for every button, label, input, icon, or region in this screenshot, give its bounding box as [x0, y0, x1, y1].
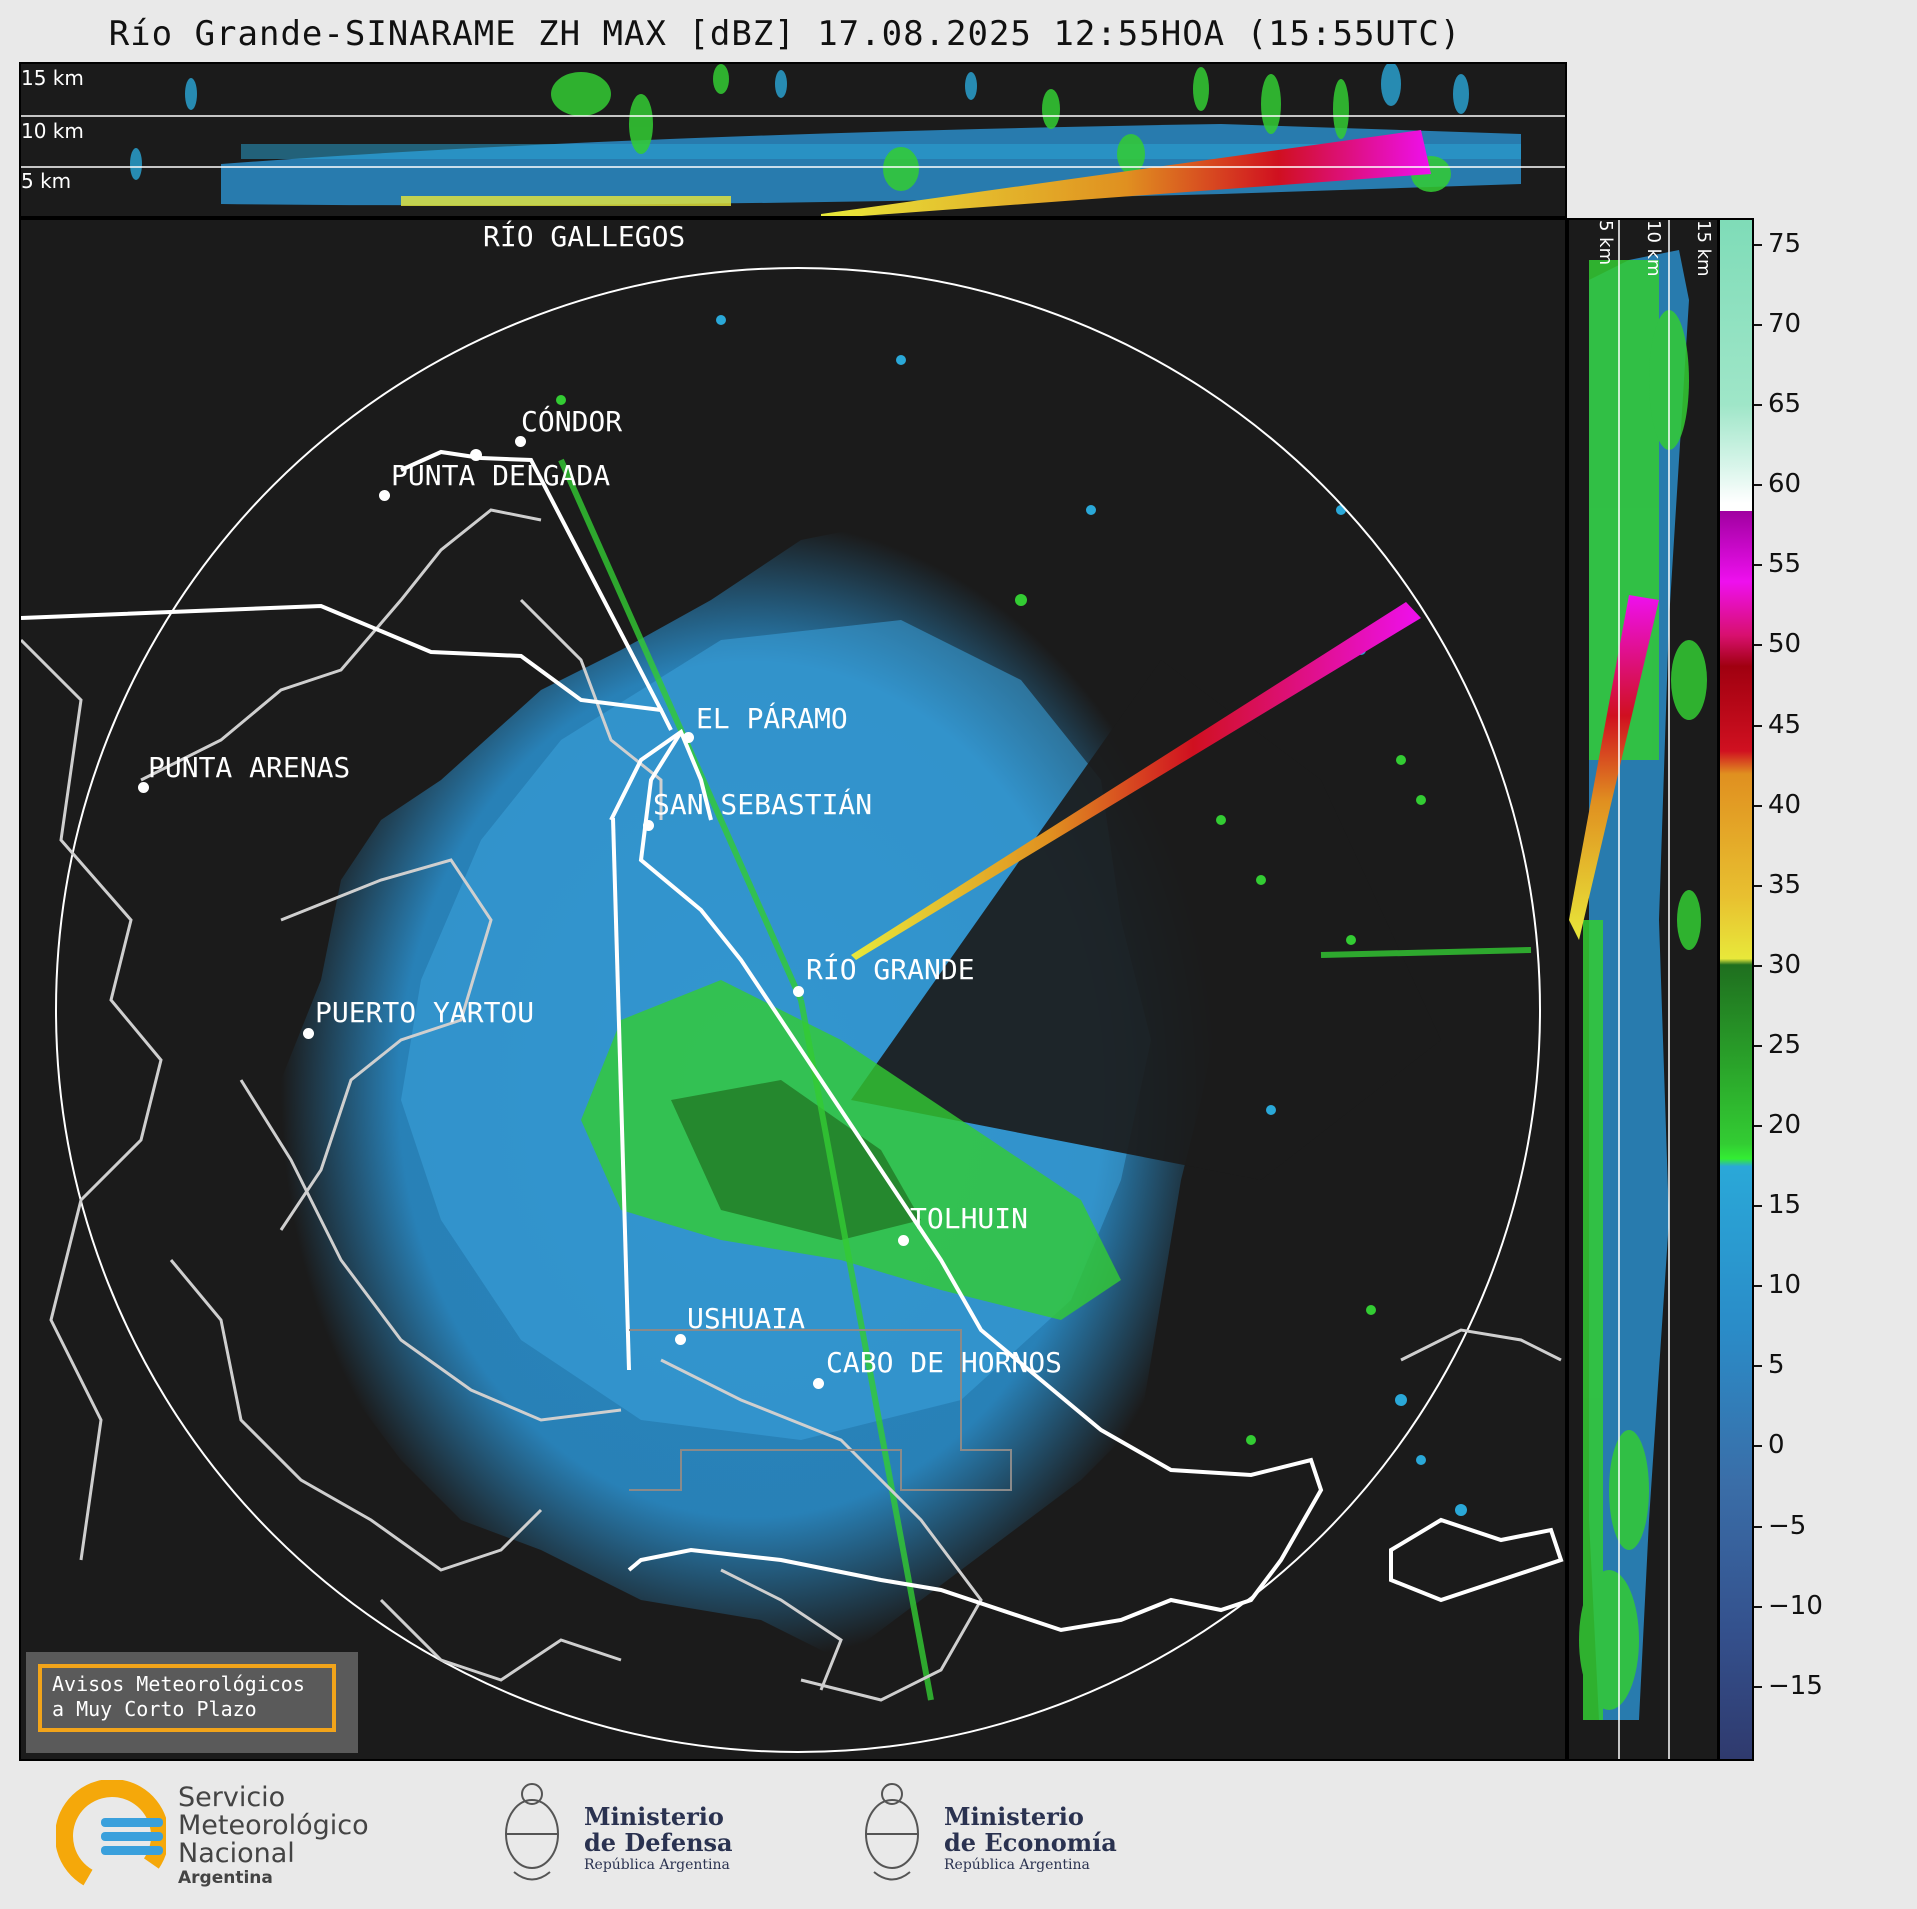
radar-map-svg	[21, 267, 1564, 1753]
warning-box[interactable]: Avisos Meteorológicos a Muy Corto Plazo	[26, 1652, 358, 1753]
borders	[21, 449, 1564, 1633]
colorbar-tick-label: 45	[1768, 710, 1802, 740]
defensa-logo: Ministerio de Defensa República Argentin…	[494, 1772, 754, 1898]
province-line	[629, 1329, 1012, 1491]
colorbar	[1718, 218, 1754, 1761]
side-cross-section-svg	[1569, 220, 1707, 1759]
city-label-rio-gallegos: RÍO GALLEGOS	[483, 220, 686, 253]
side-altitude-label-15km: 15 km	[1693, 220, 1714, 277]
range-ring	[55, 267, 1541, 1753]
colorbar-tick-label: −10	[1768, 1591, 1823, 1621]
warning-box-line2: a Muy Corto Plazo	[52, 1697, 257, 1721]
defensa-line1: Ministerio	[584, 1802, 724, 1831]
scattered-green-cells	[556, 395, 1426, 1445]
colorbar-tick-label: 10	[1768, 1270, 1802, 1300]
radar-map-panel: RÍO GALLEGOS CÓNDOR PUNTA DELGADA EL PÁR…	[19, 218, 1567, 1761]
city-dot-cabo-de-hornos	[813, 1378, 824, 1389]
economia-line2: de Economía	[944, 1828, 1117, 1857]
colorbar-tick-label: 30	[1768, 950, 1802, 980]
smn-line4: Argentina	[178, 1868, 273, 1888]
altitude-label-5km: 5 km	[21, 169, 72, 193]
city-label-el-paramo: EL PÁRAMO	[696, 702, 848, 735]
side-altitude-label-5km: 5 km	[1595, 220, 1616, 266]
side-altitude-label-10km: 10 km	[1643, 220, 1664, 277]
colorbar-tick-label: 60	[1768, 469, 1802, 499]
city-label-ushuaia: USHUAIA	[687, 1302, 806, 1335]
city-dot-el-paramo	[683, 732, 694, 743]
warning-box-frame: Avisos Meteorológicos a Muy Corto Plazo	[38, 1664, 336, 1732]
city-dot-tolhuin	[898, 1235, 909, 1246]
clear-wedge	[851, 660, 1441, 1180]
colorbar-tick-label: 0	[1768, 1430, 1785, 1460]
colorbar-tick-label: 55	[1768, 549, 1802, 579]
echo-band-upper	[241, 144, 1521, 159]
city-dot-rio-grande	[793, 986, 804, 997]
city-label-cabo-de-hornos: CABO DE HORNOS	[826, 1346, 1063, 1379]
city-label-tolhuin: TOLHUIN	[910, 1202, 1029, 1235]
altitude-label-15km: 15 km	[21, 66, 84, 90]
blue-echo-cells	[130, 64, 1469, 180]
city-dot-punta-delgada	[379, 490, 390, 501]
top-cross-section-panel: 15 km 10 km 5 km	[19, 62, 1567, 218]
smn-logo-icon	[56, 1780, 166, 1890]
colorbar-tick-label: 65	[1768, 389, 1802, 419]
chart-title: Río Grande-SINARAME ZH MAX [dBZ] 17.08.2…	[108, 14, 1462, 54]
smn-line2: Meteorológico	[178, 1810, 369, 1841]
defensa-line3: República Argentina	[584, 1857, 730, 1873]
side-beam-spike	[1569, 595, 1659, 940]
colorbar-tick-label: 40	[1768, 790, 1802, 820]
city-dot-condor	[515, 436, 526, 447]
defensa-line2: de Defensa	[584, 1828, 733, 1857]
colorbar-tick-label: 20	[1768, 1110, 1802, 1140]
coat-of-arms-icon	[505, 1783, 559, 1881]
city-dot-punta-arenas	[138, 782, 149, 793]
green-rain-core	[671, 1080, 921, 1240]
smn-logo: Servicio Meteorológico Nacional Argentin…	[56, 1780, 396, 1890]
top-cross-section-svg	[21, 64, 1565, 216]
colorbar-tick-label: 75	[1768, 229, 1802, 259]
city-label-condor: CÓNDOR	[521, 405, 623, 438]
city-dot-san-sebastian	[643, 820, 654, 831]
side-cross-section-panel: 5 km 10 km 15 km	[1567, 218, 1719, 1761]
city-markers	[470, 449, 482, 461]
coat-of-arms-icon	[865, 1783, 919, 1881]
colorbar-tick-label: 70	[1768, 309, 1802, 339]
colorbar-tick-label: 50	[1768, 629, 1802, 659]
colorbar-tick-label: 35	[1768, 870, 1802, 900]
city-label-san-sebastian: SAN SEBASTIÁN	[653, 788, 873, 821]
interference-spike	[851, 602, 1421, 960]
city-dot-rio-gallegos	[470, 449, 482, 461]
colorbar-tick-label: 15	[1768, 1190, 1802, 1220]
warning-box-line1: Avisos Meteorológicos	[52, 1672, 305, 1696]
colorbar-tick-label: −15	[1768, 1671, 1823, 1701]
smn-line1: Servicio	[178, 1782, 286, 1813]
city-label-punta-delgada: PUNTA DELGADA	[391, 459, 611, 492]
economia-line3: República Argentina	[944, 1857, 1090, 1873]
yellow-echo-layer	[401, 196, 731, 206]
smn-line3: Nacional	[178, 1838, 295, 1869]
top-beam-spike	[821, 130, 1431, 216]
coastlines	[21, 508, 1562, 1722]
city-label-rio-grande: RÍO GRANDE	[806, 953, 975, 986]
city-dot-ushuaia	[675, 1334, 686, 1345]
colorbar-tick-label: −5	[1768, 1511, 1807, 1541]
altitude-label-10km: 10 km	[21, 119, 84, 143]
colorbar-tick-label: 25	[1768, 1030, 1802, 1060]
economia-line1: Ministerio	[944, 1802, 1084, 1831]
colorbar-tick-label: 5	[1768, 1350, 1785, 1380]
economia-logo: Ministerio de Economía República Argenti…	[854, 1772, 1134, 1898]
city-label-puerto-yartou: PUERTO YARTOU	[315, 996, 535, 1029]
city-dot-puerto-yartou	[303, 1028, 314, 1039]
city-label-punta-arenas: PUNTA ARENAS	[148, 751, 351, 784]
